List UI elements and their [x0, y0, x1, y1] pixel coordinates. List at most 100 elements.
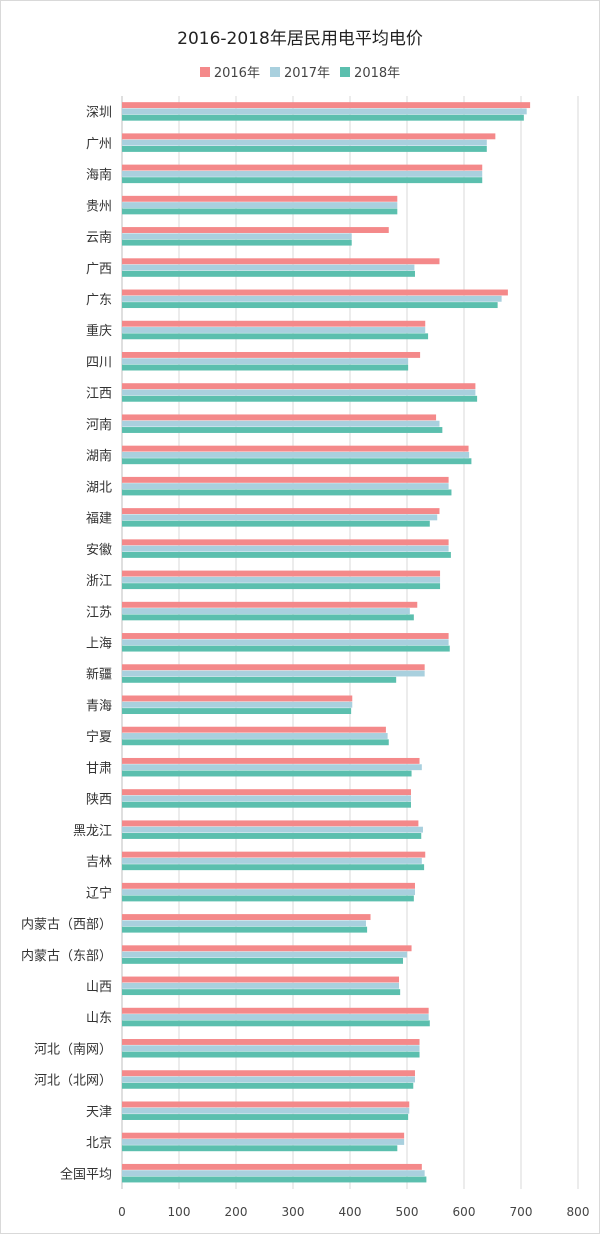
category-label: 上海 — [86, 637, 112, 652]
legend-swatch-2016 — [199, 66, 210, 77]
bar — [122, 227, 389, 233]
x-tick-label: 700 — [510, 1205, 533, 1219]
bar — [122, 1163, 422, 1170]
bar — [122, 957, 404, 964]
bar — [122, 1076, 415, 1083]
bar — [122, 264, 415, 271]
bar — [122, 739, 389, 746]
category-label: 宁夏 — [86, 729, 112, 745]
bar — [122, 608, 410, 615]
bar — [122, 1045, 420, 1052]
bar — [122, 451, 470, 458]
bar — [122, 857, 422, 864]
category-label: 山西 — [86, 980, 112, 995]
bar — [122, 270, 415, 277]
x-tick-label: 400 — [339, 1205, 362, 1219]
category-label: 云南 — [86, 230, 112, 246]
bar — [122, 539, 449, 546]
bar — [122, 864, 425, 871]
legend-swatch-2017 — [269, 66, 280, 77]
bar — [122, 1020, 430, 1027]
category-label: 辽宁 — [86, 885, 112, 901]
bar — [122, 633, 449, 639]
bar — [122, 1132, 405, 1139]
bar — [122, 801, 411, 808]
bar — [122, 1114, 409, 1120]
bar — [122, 383, 476, 390]
bar — [122, 676, 397, 683]
x-tick-label: 0 — [118, 1205, 126, 1219]
bar — [122, 202, 398, 209]
category-label: 陕西 — [86, 793, 112, 808]
bar — [122, 982, 400, 989]
bar — [122, 164, 483, 171]
category-label: 江苏 — [86, 604, 112, 620]
bar — [122, 833, 422, 839]
bar — [122, 295, 502, 302]
legend-label-2018: 2018年 — [354, 66, 401, 81]
category-label: 贵州 — [86, 199, 112, 214]
category-label: 广东 — [86, 293, 112, 308]
bar — [122, 695, 353, 702]
category-label: 广西 — [86, 262, 112, 277]
bar — [122, 445, 469, 452]
bar — [122, 508, 440, 515]
bar — [122, 364, 409, 371]
bar — [122, 414, 437, 421]
category-label: 吉林 — [86, 855, 112, 870]
bar — [122, 889, 415, 896]
bar — [122, 645, 450, 652]
category-label: 河北（北网） — [34, 1074, 112, 1089]
category-label: 河北（南网） — [34, 1041, 112, 1057]
category-label: 海南 — [86, 167, 112, 183]
bar — [122, 389, 476, 396]
bar — [122, 139, 487, 146]
bar — [122, 789, 411, 796]
bar — [122, 476, 449, 483]
bar — [122, 726, 386, 733]
legend-label-2016: 2016年 — [213, 66, 260, 81]
bar — [122, 1170, 425, 1177]
bar — [122, 614, 414, 621]
category-label: 安徽 — [86, 543, 112, 558]
bar — [122, 1139, 405, 1145]
bar — [122, 208, 398, 215]
category-label: 内蒙古（西部） — [21, 917, 112, 933]
category-label: 重庆 — [86, 323, 112, 339]
x-tick-label: 600 — [453, 1205, 476, 1219]
bar — [122, 1145, 398, 1152]
bar — [122, 520, 430, 527]
bar — [122, 1101, 410, 1108]
legend-item-2018: 2018年 — [340, 62, 400, 81]
bar — [122, 701, 353, 708]
category-label: 新疆 — [86, 667, 112, 683]
x-tick-label: 300 — [282, 1205, 305, 1219]
bar — [122, 989, 401, 996]
bar — [122, 108, 527, 115]
bar — [122, 327, 426, 333]
bar — [122, 233, 352, 240]
bar — [122, 639, 449, 646]
bar — [122, 170, 483, 177]
bar — [122, 358, 409, 365]
bar — [122, 795, 411, 802]
bar — [122, 670, 425, 677]
bar — [122, 664, 425, 671]
bar — [122, 951, 407, 958]
bar — [122, 945, 412, 952]
chart-title: 2016-2018年居民用电平均电价 — [177, 29, 423, 49]
bar — [122, 576, 441, 583]
bar — [122, 289, 508, 296]
bar — [122, 920, 366, 927]
bar — [122, 395, 478, 402]
category-label: 全国平均 — [60, 1166, 112, 1182]
bar — [122, 302, 498, 309]
bar — [122, 882, 415, 889]
category-label: 浙江 — [86, 574, 112, 589]
bar — [122, 1070, 415, 1077]
bar — [122, 914, 371, 921]
legend-item-2016: 2016年 — [199, 62, 260, 81]
x-tick-label: 500 — [396, 1205, 419, 1219]
bar — [122, 1014, 429, 1020]
category-label: 湖南 — [86, 448, 112, 464]
